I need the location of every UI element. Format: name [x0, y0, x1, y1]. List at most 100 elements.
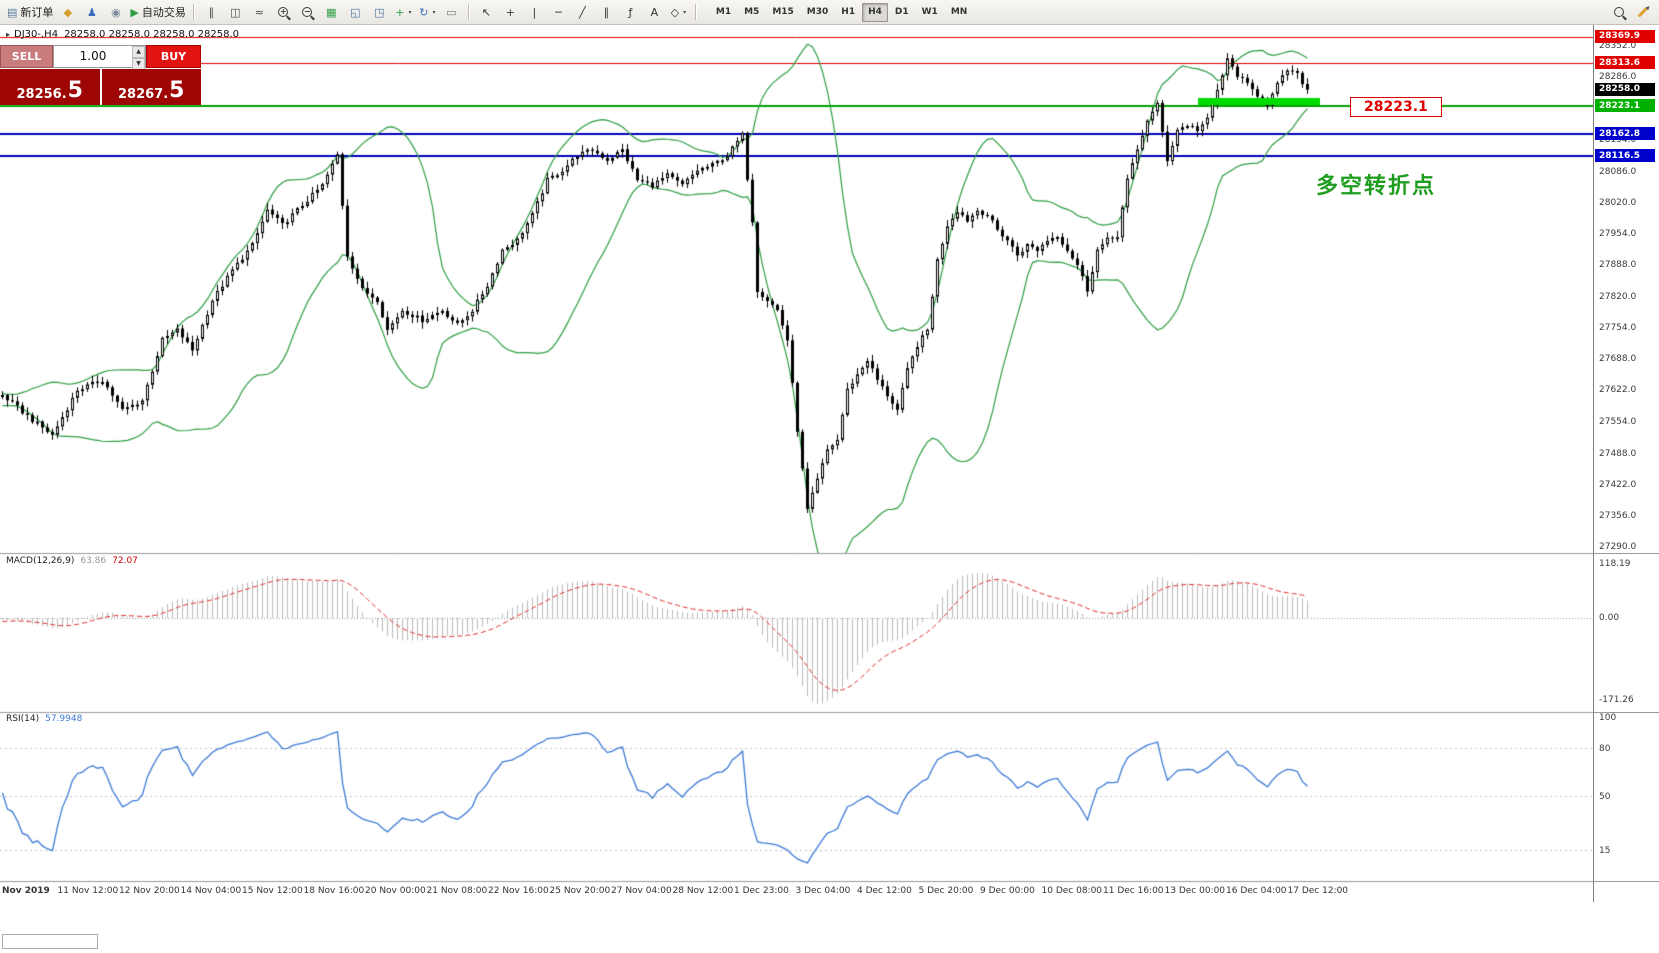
timeframe-h1[interactable]: H1	[841, 7, 856, 17]
rsi-label: RSI(14) 57.9948	[6, 714, 82, 724]
rsi-axis-label: 100	[1599, 713, 1617, 723]
add-indicator-icon[interactable]: + ▾	[392, 2, 415, 22]
crosshair-icon[interactable]: +	[499, 2, 522, 22]
time-axis-label: 11 Dec 16:00	[1103, 886, 1164, 896]
dropdown-caret-icon[interactable]: ▾	[408, 8, 412, 16]
volume-value[interactable]: 1.00	[79, 49, 107, 63]
symbol-marker-icon: ▸	[6, 30, 11, 39]
tile-windows-icon[interactable]: ◱	[344, 2, 367, 22]
zoom-in-icon-glyph: +	[278, 7, 289, 17]
time-axis-label: 17 Dec 12:00	[1287, 886, 1349, 896]
time-axis-label: 13 Dec 00:00	[1164, 886, 1226, 896]
time-axis-label: 25 Nov 20:00	[549, 886, 611, 896]
grid-icon-glyph: ▦	[326, 5, 337, 19]
macd-axis-label: 0.00	[1599, 612, 1620, 623]
time-axis-label: 3 Dec 04:00	[795, 886, 851, 896]
dropdown-caret-icon[interactable]: ▾	[432, 8, 436, 16]
cascade-windows-icon-glyph: ◳	[374, 5, 385, 19]
timeframe-h4[interactable]: H4	[862, 2, 888, 22]
add-indicator-icon-glyph: +	[395, 5, 405, 19]
chart-shift-icon[interactable]: ▭	[440, 2, 463, 22]
toolbar-separator	[192, 4, 195, 20]
zoom-out-icon[interactable]: −	[296, 2, 319, 22]
timeframe-m30[interactable]: M30	[806, 7, 829, 17]
time-axis-label: 9 Dec 00:00	[980, 886, 1035, 896]
new-order-icon[interactable]: ▤ 新订单	[5, 2, 55, 22]
chart-ohlc-title: ▸ DJ30-,H4 28258.0 28258.0 28258.0 28258.0	[6, 29, 239, 40]
price-axis-tick: 27888.0	[1599, 260, 1637, 270]
time-axis-label: 10 Dec 08:00	[1041, 886, 1103, 896]
timeframe-w1[interactable]: W1	[921, 7, 938, 17]
auto-trading-label: 自动交易	[141, 6, 186, 19]
channel-icon[interactable]: ∥	[595, 2, 618, 22]
buy-price-display[interactable]: 28267. 5	[101, 69, 201, 105]
channel-icon-glyph: ∥	[603, 5, 610, 19]
panel-separator	[1594, 712, 1659, 713]
search-icon[interactable]	[1607, 2, 1630, 22]
cursor-icon[interactable]: ↖	[475, 2, 498, 22]
trendline-icon[interactable]: ╱	[571, 2, 594, 22]
crosshair-icon-glyph: +	[505, 5, 515, 19]
buy-button[interactable]: BUY	[146, 45, 201, 68]
volume-up-button[interactable]: ▲	[132, 46, 145, 58]
new-order-icon-glyph: ▤	[7, 5, 18, 19]
rsi-axis-label: 80	[1599, 744, 1611, 755]
chart-annotation-text[interactable]: 多空转折点	[1316, 174, 1437, 199]
timeframe-m15[interactable]: M15	[772, 7, 794, 17]
price-axis-tick: 27754.0	[1599, 323, 1637, 334]
auto-trading-icon-glyph: ▶	[130, 5, 139, 19]
vertical-line-icon[interactable]: |	[523, 2, 546, 22]
toolbar-separator	[467, 4, 470, 20]
profile-icon[interactable]: ♟	[80, 2, 103, 22]
fibonacci-icon[interactable]: ƒ	[619, 2, 642, 22]
grid-icon[interactable]: ▦	[320, 2, 343, 22]
line-chart-icon-glyph: ≈	[254, 5, 264, 19]
buy-price-big: 5	[169, 78, 185, 104]
time-axis-label: 18 Nov 16:00	[303, 886, 365, 896]
bar-chart-icon[interactable]: ∥	[200, 2, 223, 22]
timeframe-d1[interactable]: D1	[894, 7, 909, 17]
macd-axis-label: -171.26	[1599, 695, 1634, 705]
time-axis-label: 20 Nov 00:00	[365, 886, 426, 896]
sell-price-display[interactable]: 28256. 5	[0, 69, 100, 105]
new-order-label: 新订单	[20, 6, 54, 19]
rsi-axis-label: 50	[1599, 791, 1611, 802]
horizontal-line-icon-glyph: ─	[555, 5, 562, 19]
price-axis[interactable]: 28352.028286.028220.028154.028086.028020…	[1593, 25, 1659, 902]
time-axis-label: 27 Nov 04:00	[611, 886, 672, 896]
time-axis-label: 16 Dec 04:00	[1226, 886, 1287, 896]
candlestick-chart-icon[interactable]: ◫	[224, 2, 247, 22]
auto-trading-icon[interactable]: ▶ 自动交易	[128, 2, 187, 22]
rsi-name: RSI(14)	[6, 714, 40, 724]
time-axis[interactable]: Nov 2019 11 Nov 12:00 12 Nov 20:00 14 Nov 0…	[0, 881, 1593, 902]
shapes-icon[interactable]: ◇ ▾	[667, 2, 690, 22]
script-icon[interactable]: ◆	[56, 2, 79, 22]
text-icon-glyph: A	[650, 5, 659, 19]
volume-input[interactable]: 1.00 ▲ ▼	[53, 45, 146, 70]
timeframe-m1[interactable]: M1	[715, 7, 732, 17]
tile-windows-icon-glyph: ◱	[350, 5, 361, 19]
price-level-label[interactable]: 28223.1	[1350, 97, 1442, 117]
auto-scroll-icon[interactable]: ↻ ▾	[416, 2, 439, 22]
edit-icon[interactable]	[1631, 2, 1654, 22]
line-chart-icon[interactable]: ≈	[248, 2, 271, 22]
market-watch-icon[interactable]: ◉	[104, 2, 127, 22]
dropdown-caret-icon[interactable]: ▾	[683, 8, 687, 16]
horizontal-line-icon[interactable]: ─	[547, 2, 570, 22]
edit-icon-glyph	[1637, 7, 1648, 17]
time-axis-label: Nov 2019	[2, 886, 50, 896]
cascade-windows-icon[interactable]: ◳	[368, 2, 391, 22]
rsi-value: 57.9948	[45, 714, 83, 724]
macd-label: MACD(12,26,9) 63.86 72.07	[6, 556, 138, 566]
price-axis-tick: 27954.0	[1599, 228, 1637, 239]
text-icon[interactable]: A	[643, 2, 666, 22]
sell-button[interactable]: SELL	[0, 45, 53, 68]
timeframe-m5[interactable]: M5	[744, 7, 760, 17]
candlestick-chart-icon-glyph: ◫	[230, 5, 241, 19]
panel-separator	[1594, 881, 1659, 882]
chart-canvas[interactable]	[0, 25, 1593, 902]
zoom-in-icon[interactable]: +	[272, 2, 295, 22]
price-axis-tick: 27290.0	[1599, 541, 1637, 552]
timeframe-mn[interactable]: MN	[950, 7, 968, 17]
price-tag: 28223.1	[1595, 99, 1655, 113]
